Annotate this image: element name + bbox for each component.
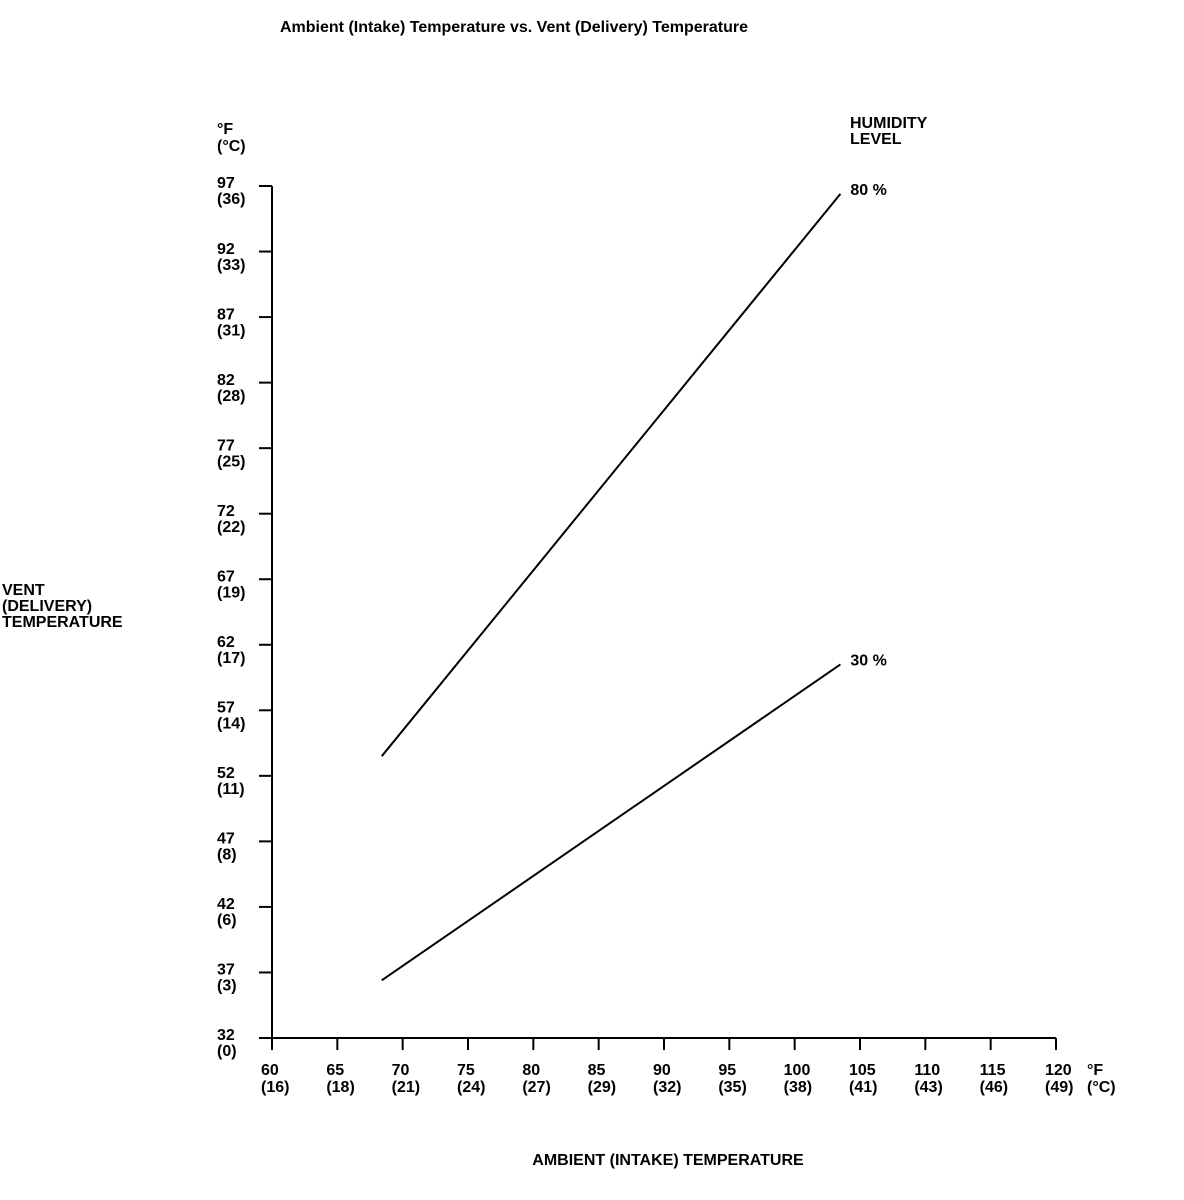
x-tick-label-celsius: (18) <box>326 1079 354 1096</box>
x-tick-label: 90 <box>653 1062 671 1079</box>
y-tick-label-celsius: (31) <box>217 322 245 339</box>
y-tick-label-celsius: (36) <box>217 191 245 208</box>
x-tick-label: 95 <box>718 1062 736 1079</box>
x-tick-label-celsius: (21) <box>392 1079 420 1096</box>
y-tick-label-celsius: (19) <box>217 584 245 601</box>
x-tick-label: 70 <box>392 1062 410 1079</box>
x-tick-label: 100 <box>784 1062 811 1079</box>
y-tick-label: 77 <box>217 437 235 454</box>
x-tick-label: 65 <box>326 1062 344 1079</box>
x-axis-label: AMBIENT (INTAKE) TEMPERATURE <box>532 1152 804 1169</box>
x-unit: °F <box>1087 1062 1103 1079</box>
x-tick-label-celsius: (46) <box>980 1079 1008 1096</box>
y-unit: °F <box>217 121 233 138</box>
x-tick-label: 60 <box>261 1062 279 1079</box>
x-tick-label: 115 <box>980 1062 1006 1079</box>
y-tick-label-celsius: (22) <box>217 519 245 536</box>
y-tick-label: 82 <box>217 372 235 389</box>
series-label: 80 % <box>850 182 886 199</box>
x-unit: (°C) <box>1087 1079 1116 1096</box>
y-tick-label: 42 <box>217 896 235 913</box>
y-tick-label-celsius: (6) <box>217 912 237 929</box>
y-tick-label-celsius: (25) <box>217 453 245 470</box>
y-tick-label-celsius: (11) <box>217 781 245 798</box>
y-tick-label: 32 <box>217 1027 235 1044</box>
legend-title: HUMIDITY <box>850 115 928 132</box>
x-tick-label-celsius: (16) <box>261 1079 289 1096</box>
y-tick-label-celsius: (8) <box>217 847 237 864</box>
y-tick-label-celsius: (14) <box>217 716 245 733</box>
x-tick-label: 120 <box>1045 1062 1072 1079</box>
x-tick-label-celsius: (24) <box>457 1079 485 1096</box>
y-tick-label-celsius: (0) <box>217 1043 237 1060</box>
x-tick-label-celsius: (38) <box>784 1079 812 1096</box>
series-line <box>381 663 841 982</box>
legend-title: LEVEL <box>850 131 902 148</box>
x-tick-label-celsius: (41) <box>849 1079 877 1096</box>
series-line <box>380 193 842 757</box>
x-tick-label-celsius: (29) <box>588 1079 616 1096</box>
y-tick-label: 87 <box>217 306 235 323</box>
x-tick-label: 80 <box>522 1062 540 1079</box>
y-tick-label: 57 <box>217 700 235 717</box>
y-tick-label-celsius: (33) <box>217 257 245 274</box>
x-tick-label: 110 <box>914 1062 940 1079</box>
y-tick-label: 92 <box>217 241 235 258</box>
x-tick-label-celsius: (43) <box>914 1079 942 1096</box>
x-tick-label-celsius: (35) <box>718 1079 746 1096</box>
x-tick-label-celsius: (32) <box>653 1079 681 1096</box>
series-label: 30 % <box>850 653 886 670</box>
y-tick-label: 97 <box>217 175 235 192</box>
y-unit: (°C) <box>217 138 246 155</box>
chart-title: Ambient (Intake) Temperature vs. Vent (D… <box>280 19 748 36</box>
x-tick-label-celsius: (27) <box>522 1079 550 1096</box>
x-tick-label: 105 <box>849 1062 876 1079</box>
y-axis-label: TEMPERATURE <box>2 614 123 631</box>
x-tick-label: 75 <box>457 1062 475 1079</box>
x-tick-label-celsius: (49) <box>1045 1079 1073 1096</box>
y-axis-label: VENT <box>2 582 45 599</box>
y-tick-label: 72 <box>217 503 235 520</box>
y-tick-label-celsius: (17) <box>217 650 245 667</box>
y-axis-label: (DELIVERY) <box>2 598 92 615</box>
y-tick-label-celsius: (3) <box>217 978 237 995</box>
y-tick-label: 47 <box>217 831 235 848</box>
y-tick-label: 37 <box>217 962 235 979</box>
y-tick-label: 67 <box>217 568 235 585</box>
y-tick-label: 62 <box>217 634 235 651</box>
x-tick-label: 85 <box>588 1062 606 1079</box>
y-tick-label-celsius: (28) <box>217 388 245 405</box>
y-tick-label: 52 <box>217 765 235 782</box>
